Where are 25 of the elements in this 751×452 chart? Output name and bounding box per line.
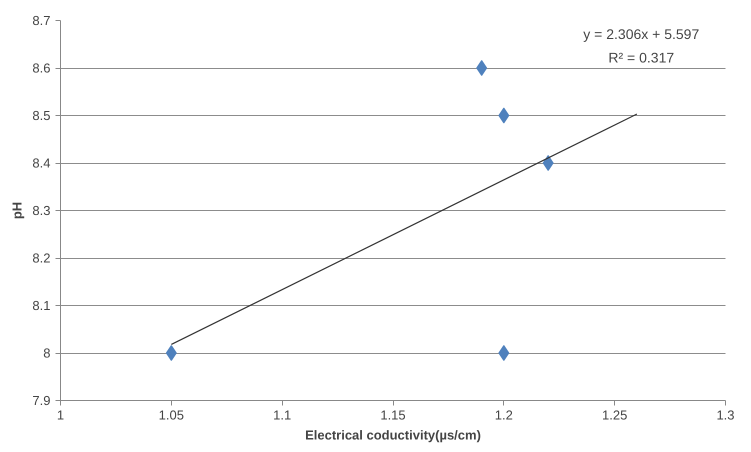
y-tick-label: 8.2 — [32, 250, 51, 266]
annotation: R² = 0.317 — [608, 50, 674, 66]
point — [476, 60, 488, 76]
point — [498, 345, 510, 361]
point — [542, 155, 554, 171]
x-tick-label: 1.2 — [494, 408, 513, 422]
x-tick-label: 1.3 — [716, 408, 735, 422]
point — [166, 345, 177, 361]
y-tick-label: 8.6 — [32, 60, 51, 76]
y-tick-label: 8.7 — [32, 13, 51, 28]
x-tick-label: 1.1 — [273, 408, 292, 422]
x-tick-label: 1.25 — [602, 408, 628, 422]
annotation: y = 2.306x + 5.597 — [583, 26, 700, 42]
y-tick-label: 7.9 — [32, 393, 51, 408]
y-tick-label: 8.5 — [32, 108, 51, 123]
x-tick-label: 1.05 — [158, 408, 184, 422]
x-tick-label: 1 — [56, 408, 64, 422]
y-tick-label: 8.4 — [32, 156, 51, 170]
y-tick-label: 8.1 — [32, 298, 51, 313]
y-tick-label: 8 — [43, 346, 51, 360]
point — [498, 108, 510, 124]
y-axis-title: pH — [9, 202, 24, 220]
y-tick-label: 8.3 — [32, 203, 51, 218]
x-tick-label: 1.15 — [380, 408, 406, 422]
x-axis-title: Electrical coductivity(µs/cm) — [305, 428, 481, 442]
